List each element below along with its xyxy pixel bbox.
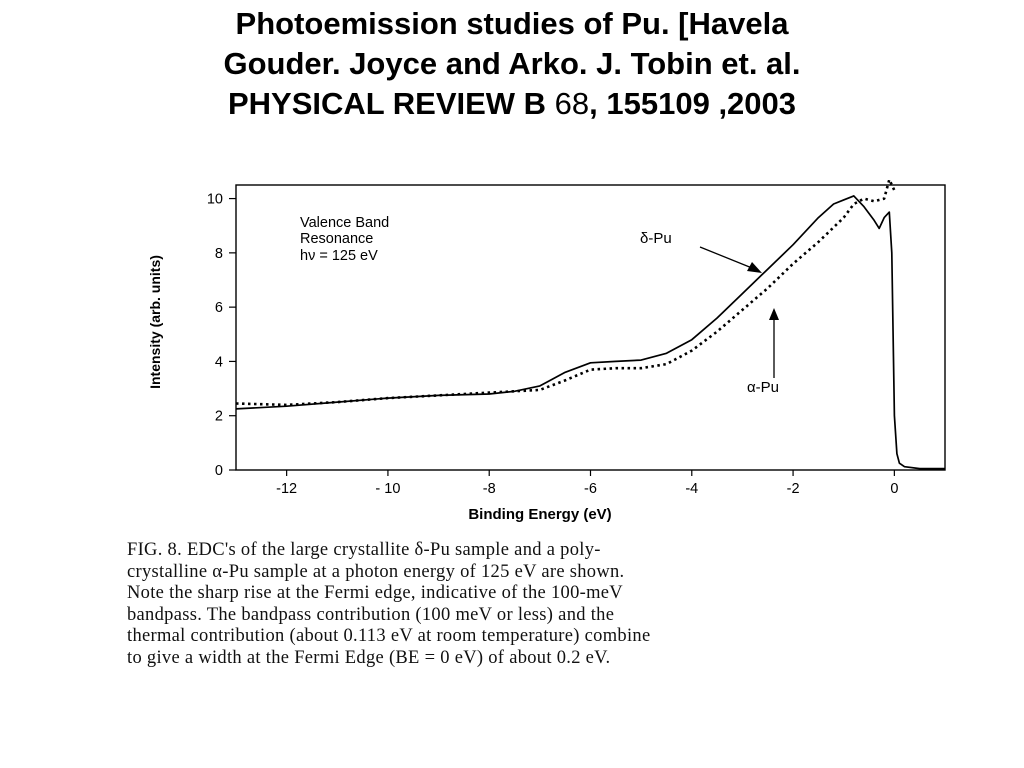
chart-series <box>235 180 945 470</box>
caption-line-6: to give a width at the Fermi Edge (BE = … <box>127 647 611 668</box>
annotation-block: Valence Band Resonance hν = 125 eV <box>300 215 389 264</box>
y-tick-label: 0 <box>215 463 223 479</box>
x-tick-label: -6 <box>584 481 597 497</box>
y-axis-label: Intensity (arb. units) <box>147 255 163 389</box>
y-tick-label: 8 <box>215 246 223 262</box>
x-tick-label: -8 <box>483 481 496 497</box>
annotation-line-1: Valence Band <box>300 215 389 231</box>
delta-pu-arrowhead <box>747 262 762 273</box>
y-tick-label: 6 <box>215 300 223 316</box>
caption-line-2: crystalline α-Pu sample at a photon ener… <box>127 561 625 582</box>
y-tick-label: 10 <box>207 192 223 208</box>
title-citation: , 155109 ,2003 <box>589 86 797 121</box>
alpha-pu-arrowhead <box>769 308 779 320</box>
annotation-line-2: Resonance <box>300 231 373 247</box>
edc-chart: -12 - 10 -8 -6 -4 -2 0 0 2 4 6 8 10 Binding Energy … <box>147 180 946 523</box>
delta-pu-label: δ-Pu <box>640 230 672 247</box>
x-axis-ticks: -12 - 10 -8 -6 -4 -2 0 <box>276 470 898 497</box>
delta-pu-arrow-line <box>699 246 753 269</box>
title-line-2: Gouder. Joyce and Arko. J. Tobin et. al. <box>223 46 801 81</box>
caption-line-4: bandpass. The bandpass contribution (100… <box>127 604 615 625</box>
caption-line-3: Note the sharp rise at the Fermi edge, i… <box>127 583 623 604</box>
figure-caption: FIG. 8. EDC's of the large crystallite δ… <box>127 540 967 670</box>
x-axis-label: Binding Energy (eV) <box>468 506 611 523</box>
alpha-pu-label: α-Pu <box>747 379 779 396</box>
alpha-pu-line <box>235 180 896 407</box>
series-labels: δ-Pu α-Pu <box>640 230 779 396</box>
x-tick-label: -4 <box>685 481 698 497</box>
y-tick-label: 2 <box>215 409 223 425</box>
y-tick-label: 4 <box>215 354 223 370</box>
y-axis-ticks: 0 2 4 6 8 10 <box>207 192 236 479</box>
slide-title: Photoemission studies of Pu. [Havela Gou… <box>0 4 1024 124</box>
caption-line-1: FIG. 8. EDC's of the large crystallite δ… <box>127 540 601 560</box>
annotation-line-3: hν = 125 eV <box>300 248 378 264</box>
title-line-1: Photoemission studies of Pu. [Havela <box>235 6 789 41</box>
x-tick-label: -12 <box>276 481 297 497</box>
title-journal: PHYSICAL REVIEW B <box>227 86 555 121</box>
x-tick-label: -2 <box>787 481 800 497</box>
title-line-3: PHYSICAL REVIEW B 68, 155109 ,2003 <box>0 84 1024 124</box>
title-volume: 68 <box>554 86 590 121</box>
x-tick-label: 0 <box>890 481 898 497</box>
caption-line-5: thermal contribution (about 0.113 eV at … <box>127 626 651 647</box>
x-tick-label: - 10 <box>375 481 400 497</box>
